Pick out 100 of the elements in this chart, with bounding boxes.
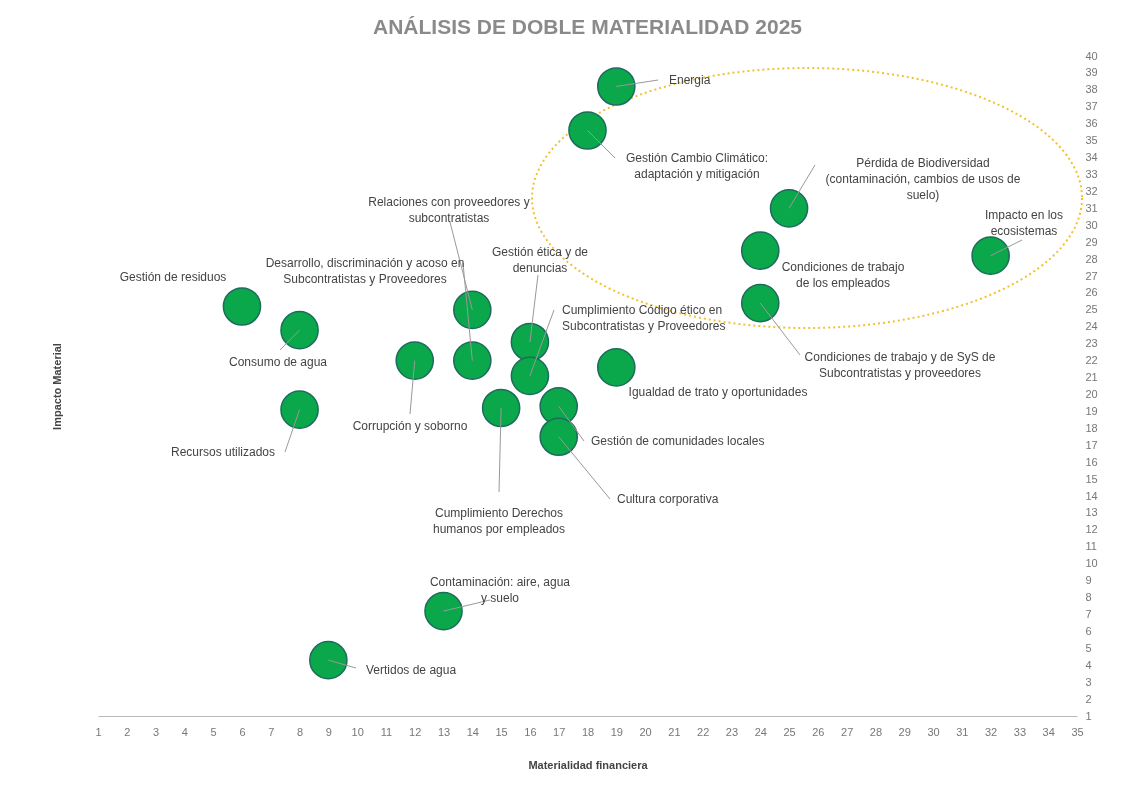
y-tick-label: 8 (1085, 591, 1092, 604)
y-tick-label: 26 (1085, 286, 1098, 299)
y-tick-label: 12 (1085, 523, 1098, 536)
y-tick-label: 37 (1085, 100, 1098, 113)
annotation: Contaminación: aire, agua y suelo (429, 575, 571, 605)
y-tick-label: 25 (1085, 303, 1098, 316)
x-tick-label: 35 (1071, 725, 1084, 738)
x-tick-label: 23 (725, 725, 739, 738)
point (222, 287, 262, 326)
y-tick-label: 24 (1085, 320, 1098, 333)
x-axis-title: Materialidad financiera (528, 758, 649, 771)
y-tick-label: 27 (1085, 269, 1098, 282)
x-tick-label: 29 (898, 725, 911, 738)
annotation: Gestión Cambio Climático: adaptación y mitigación (625, 151, 769, 181)
y-tick-label: 16 (1085, 455, 1098, 468)
x-tick-label: 10 (351, 725, 364, 738)
annotation: Consumo de agua (228, 355, 328, 369)
y-tick-label: 28 (1085, 252, 1098, 265)
annotation: Recursos utilizados (170, 445, 276, 459)
y-tick-label: 35 (1085, 134, 1098, 147)
point (568, 111, 607, 150)
x-tick-label: 3 (153, 725, 160, 738)
x-tick-label: 2 (124, 725, 131, 738)
annotation: Condiciones de trabajo de los empleados (781, 260, 905, 290)
y-tick-label: 7 (1085, 607, 1092, 620)
annotation: Condiciones de trabajo y de SyS de Subcontratistas y proveedores (804, 350, 996, 380)
y-tick-label: 17 (1085, 438, 1098, 451)
annotation: Gestión de comunidades locales (591, 434, 765, 448)
chart-title: ANÁLISIS DE DOBLE MATERIALIDAD 2025 (373, 15, 803, 38)
point (280, 390, 319, 429)
y-tick-label: 38 (1085, 83, 1098, 96)
annotation: Gestión ética y de denuncias (491, 245, 589, 275)
x-tick-label: 24 (754, 725, 767, 738)
y-tick-label: 1 (1085, 709, 1092, 722)
y-tick-label: 14 (1085, 489, 1098, 502)
y-tick-label: 6 (1085, 624, 1092, 637)
point (453, 290, 492, 330)
x-tick-label: 22 (697, 725, 710, 738)
y-tick-label: 20 (1085, 387, 1098, 400)
annotation: Cumplimiento Derechos humanos por empleados (432, 506, 566, 536)
x-tick-label: 17 (553, 725, 566, 738)
y-tick-label: 21 (1085, 371, 1098, 384)
annotation: Pérdida de Biodiversidad (contaminación, cambios de usos de suelo) (825, 156, 1021, 202)
x-tick-label: 12 (409, 725, 422, 738)
y-tick-label: 10 (1085, 557, 1098, 570)
x-tick-label: 21 (668, 725, 681, 738)
x-tick-label: 4 (181, 725, 188, 738)
point (280, 310, 319, 350)
point (596, 348, 636, 387)
point (453, 341, 492, 380)
x-tick-label: 18 (581, 725, 595, 738)
x-tick-label: 9 (325, 725, 332, 738)
x-tick-label: 8 (297, 725, 304, 738)
y-axis-title: Impacto Material (50, 343, 63, 430)
point (395, 341, 435, 380)
y-tick-label: 11 (1085, 540, 1097, 553)
x-tick-label: 13 (437, 725, 451, 738)
x-tick-label: 1 (95, 725, 102, 738)
annotation: Cumplimiento Código ético en Subcontratistas y Proveedores (562, 303, 726, 333)
x-tick-label: 16 (524, 725, 537, 738)
y-tick-label: 36 (1085, 117, 1098, 130)
x-tick-label: 20 (639, 725, 652, 738)
x-tick-label: 6 (239, 725, 246, 738)
point (510, 356, 550, 396)
annotation: Vertidos de agua (366, 663, 457, 677)
y-tick-label: 18 (1085, 421, 1098, 434)
y-tick-label: 34 (1085, 151, 1098, 164)
y-tick-label: 30 (1085, 218, 1098, 231)
point (971, 236, 1010, 275)
y-tick-label: 32 (1085, 184, 1098, 197)
point (769, 189, 809, 228)
x-tick-label: 34 (1042, 725, 1055, 738)
y-tick-label: 2 (1085, 692, 1092, 705)
point (309, 640, 348, 680)
y-tick-label: 29 (1085, 235, 1098, 248)
annotation: Corrupción y soborno (352, 419, 468, 433)
y-tick-label: 33 (1085, 167, 1098, 180)
x-tick-label: 32 (984, 725, 998, 738)
x-tick-label: 11 (380, 725, 393, 738)
x-tick-label: 5 (210, 725, 217, 738)
x-tick-label: 28 (869, 725, 883, 738)
y-tick-label: 23 (1085, 337, 1098, 350)
point (740, 231, 780, 270)
x-tick-label: 26 (812, 725, 825, 738)
y-tick-label: 5 (1085, 641, 1092, 654)
point (481, 388, 521, 428)
y-tick-label: 40 (1085, 49, 1098, 62)
annotation: Relaciones con proveedores y subcontratistas (368, 195, 530, 225)
y-tick-label: 22 (1085, 354, 1098, 367)
y-tick-label: 4 (1085, 658, 1092, 671)
x-tick-label: 19 (610, 725, 623, 738)
x-tick-label: 7 (268, 725, 275, 738)
x-tick-label: 14 (466, 725, 479, 738)
y-tick-label: 39 (1085, 66, 1098, 79)
annotation: Igualdad de trato y oportunidades (628, 385, 808, 399)
point (424, 591, 463, 631)
x-tick-label: 27 (841, 725, 854, 738)
point (539, 417, 579, 457)
annotation: Cultura corporativa (617, 492, 719, 506)
y-tick-label: 31 (1085, 201, 1098, 214)
